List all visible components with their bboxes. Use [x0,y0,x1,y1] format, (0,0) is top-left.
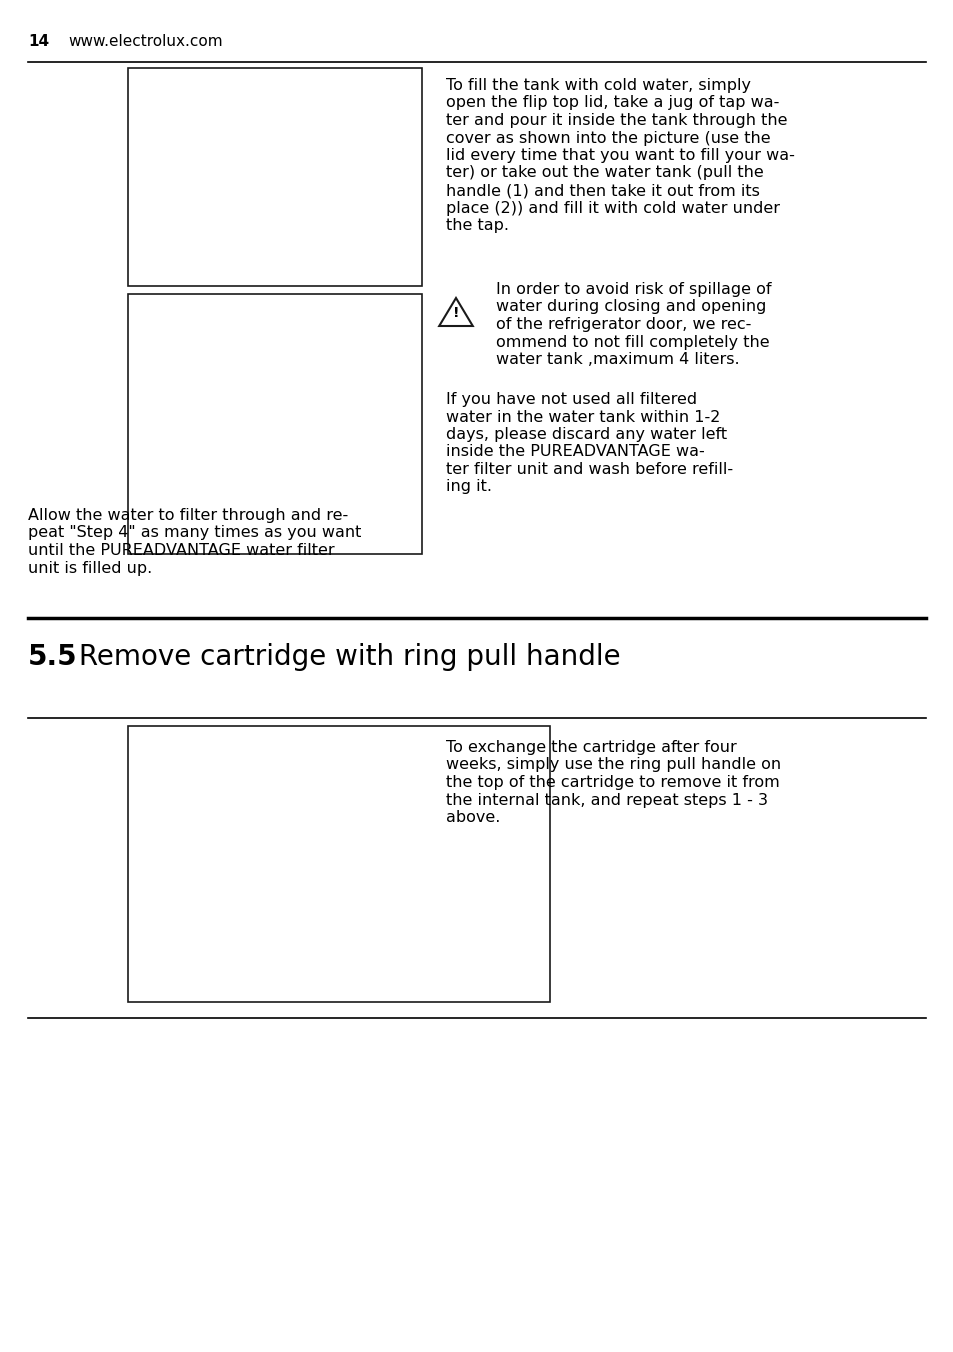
Text: ter) or take out the water tank (pull the: ter) or take out the water tank (pull th… [446,165,763,181]
Text: open the flip top lid, take a jug of tap wa-: open the flip top lid, take a jug of tap… [446,96,779,111]
Text: Allow the water to filter through and re-: Allow the water to filter through and re… [28,508,348,523]
Text: If you have not used all filtered: If you have not used all filtered [446,392,697,407]
Text: Remove cartridge with ring pull handle: Remove cartridge with ring pull handle [70,644,620,671]
Text: cover as shown into the picture (use the: cover as shown into the picture (use the [446,131,770,146]
Bar [128,293,421,554]
Text: !: ! [453,307,458,320]
Text: 14: 14 [28,34,49,49]
Text: inside the PUREADVANTAGE wa-: inside the PUREADVANTAGE wa- [446,445,704,460]
Text: handle (1) and then take it out from its: handle (1) and then take it out from its [446,183,760,197]
Text: above.: above. [446,810,500,825]
Text: the internal tank, and repeat steps 1 - 3: the internal tank, and repeat steps 1 - … [446,792,767,807]
Text: unit is filled up.: unit is filled up. [28,561,152,576]
Text: To exchange the cartridge after four: To exchange the cartridge after four [446,740,736,754]
Text: www.electrolux.com: www.electrolux.com [68,34,222,49]
Text: the tap.: the tap. [446,218,509,233]
Bar [128,726,550,1002]
Text: ter filter unit and wash before refill-: ter filter unit and wash before refill- [446,462,732,477]
Text: ommend to not fill completely the: ommend to not fill completely the [496,334,769,350]
Text: the top of the cartridge to remove it from: the top of the cartridge to remove it fr… [446,775,779,790]
Text: water tank ,maximum 4 liters.: water tank ,maximum 4 liters. [496,352,739,366]
Text: ing it.: ing it. [446,480,492,495]
Text: weeks, simply use the ring pull handle on: weeks, simply use the ring pull handle o… [446,757,781,772]
Text: until the PUREADVANTAGE water filter: until the PUREADVANTAGE water filter [28,544,335,558]
Text: days, please discard any water left: days, please discard any water left [446,427,726,442]
Text: peat "Step 4" as many times as you want: peat "Step 4" as many times as you want [28,526,361,541]
Bar [128,68,421,287]
Text: ter and pour it inside the tank through the: ter and pour it inside the tank through … [446,114,786,128]
Text: place (2)) and fill it with cold water under: place (2)) and fill it with cold water u… [446,200,780,215]
Text: lid every time that you want to fill your wa-: lid every time that you want to fill you… [446,147,794,164]
Text: In order to avoid risk of spillage of: In order to avoid risk of spillage of [496,283,771,297]
Text: of the refrigerator door, we rec-: of the refrigerator door, we rec- [496,316,751,333]
Text: water in the water tank within 1-2: water in the water tank within 1-2 [446,410,720,425]
Text: To fill the tank with cold water, simply: To fill the tank with cold water, simply [446,78,750,93]
Text: 5.5: 5.5 [28,644,77,671]
Text: water during closing and opening: water during closing and opening [496,300,765,315]
